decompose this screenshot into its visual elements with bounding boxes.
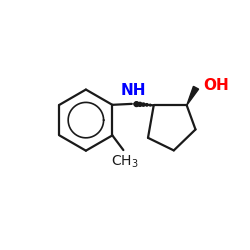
Circle shape bbox=[146, 104, 148, 106]
Text: CH$_3$: CH$_3$ bbox=[111, 153, 138, 170]
Circle shape bbox=[134, 102, 139, 106]
Circle shape bbox=[150, 104, 151, 106]
Text: OH: OH bbox=[203, 78, 228, 93]
Circle shape bbox=[142, 103, 145, 106]
Polygon shape bbox=[187, 86, 198, 105]
Circle shape bbox=[138, 102, 142, 106]
Text: NH: NH bbox=[120, 84, 146, 98]
